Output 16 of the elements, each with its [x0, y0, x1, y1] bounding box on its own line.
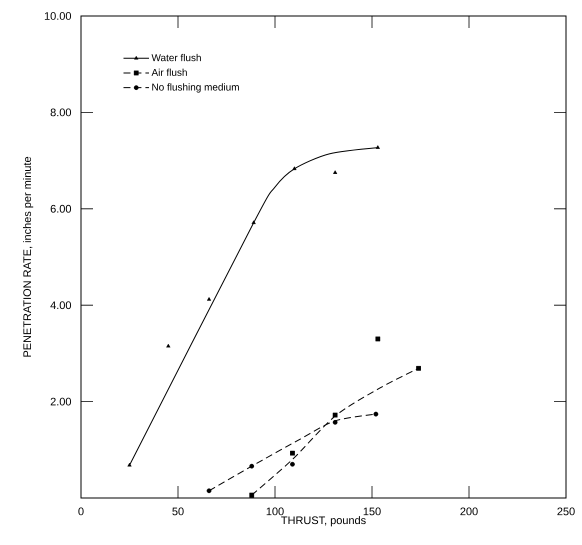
y-tick-label: 2.00 [50, 398, 72, 406]
legend-label: No flushing medium [152, 83, 239, 93]
x-tick-label: 250 [557, 508, 575, 516]
legend-label: Air flush [152, 68, 187, 76]
x-tick-label: 50 [172, 508, 184, 516]
y-axis-title: PENETRATION RATE, inches per minute [23, 156, 34, 357]
legend-label: Water flush [152, 54, 201, 62]
y-tick-label: 6.00 [50, 204, 72, 213]
x-tick-label: 200 [460, 508, 478, 516]
y-tick-label: 10.00 [44, 12, 72, 20]
x-tick-label: 100 [266, 508, 284, 516]
x-tick-label: 150 [364, 508, 381, 516]
x-axis-title: THRUST, pounds [281, 516, 366, 526]
y-tick-label: 4.00 [50, 301, 72, 310]
x-tick-label: 0 [78, 508, 84, 516]
y-tick-label: 8.00 [50, 108, 72, 116]
